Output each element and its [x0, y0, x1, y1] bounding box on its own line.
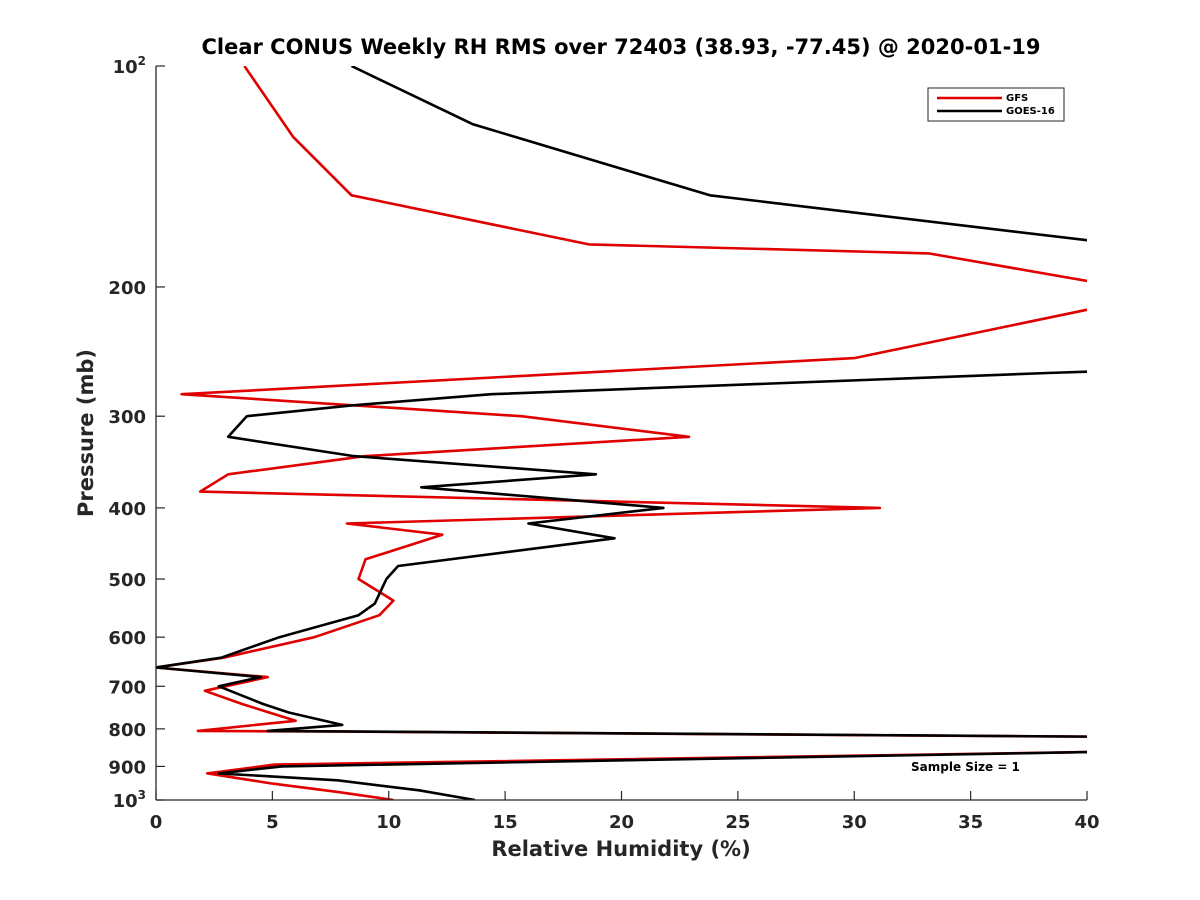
x-tick-label: 30 [842, 812, 867, 833]
sample-size-annotation: Sample Size = 1 [911, 760, 1020, 774]
y-tick-label: 800 [108, 720, 146, 741]
x-tick-label: 25 [725, 812, 750, 833]
y-tick-label: 700 [108, 677, 146, 698]
y-tick-label: 103 [113, 788, 146, 812]
y-tick-label: 200 [108, 278, 146, 299]
y-tick-label: 900 [108, 757, 146, 778]
x-tick-label: 40 [1074, 812, 1099, 833]
x-tick-label: 20 [609, 812, 634, 833]
x-tick-label: 35 [958, 812, 983, 833]
x-tick-label: 0 [150, 812, 163, 833]
x-tick-label: 15 [493, 812, 518, 833]
y-tick-label: 500 [108, 570, 146, 591]
plot-area: 0 5 10 15 20 25 30 35 40 102 200 300 400 500 600 700 80… [108, 54, 1100, 833]
series-line-goes-16 [156, 66, 1087, 800]
series-layer [156, 66, 1087, 800]
legend-label-gfs: GFS [1006, 93, 1028, 104]
legend: GFS GOES-16 [927, 87, 1065, 122]
y-tick-label: 102 [113, 54, 146, 78]
y-axis-ticks: 102 200 300 400 500 600 700 800 900 103 [108, 54, 165, 812]
series-line-gfs [156, 66, 1087, 800]
x-tick-label: 10 [376, 812, 401, 833]
legend-box [927, 87, 1065, 122]
y-tick-label: 400 [108, 499, 146, 520]
y-tick-label: 600 [108, 628, 146, 649]
y-tick-label: 300 [108, 407, 146, 428]
legend-label-goes-16: GOES-16 [1006, 106, 1055, 117]
y-axis-label: Pressure (mb) [74, 349, 98, 517]
x-tick-label: 5 [266, 812, 279, 833]
x-axis-ticks: 0 5 10 15 20 25 30 35 40 [150, 791, 1100, 833]
chart-title: Clear CONUS Weekly RH RMS over 72403 (38… [201, 35, 1040, 59]
x-axis-label: Relative Humidity (%) [491, 837, 750, 861]
